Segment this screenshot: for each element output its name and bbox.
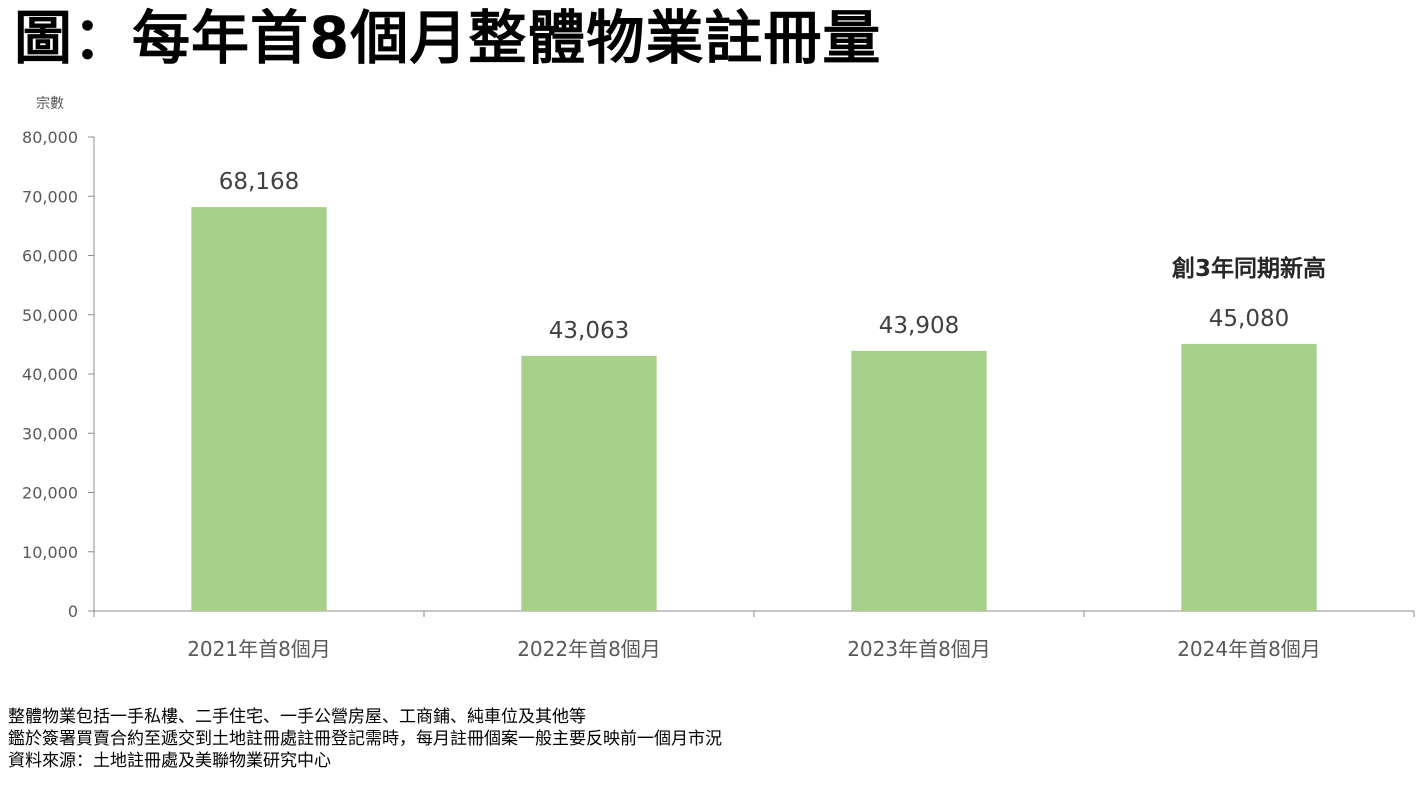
y-tick-label: 70,000 bbox=[22, 187, 78, 206]
data-label: 45,080 bbox=[1209, 306, 1289, 332]
bar bbox=[191, 207, 327, 611]
y-tick-label: 50,000 bbox=[22, 306, 78, 325]
x-tick-label: 2022年首8個月 bbox=[517, 637, 661, 661]
y-tick-label: 40,000 bbox=[22, 365, 78, 384]
y-tick-label: 60,000 bbox=[22, 247, 78, 266]
annotation-label: 創3年同期新高 bbox=[1172, 255, 1326, 282]
bar bbox=[851, 350, 987, 611]
data-label: 68,168 bbox=[219, 169, 299, 195]
footnote-line: 資料來源：土地註冊處及美聯物業研究中心 bbox=[8, 751, 331, 771]
bar-chart: 宗數 0 10,000 20,000 30,000 40,000 50,000 60,000… bbox=[22, 96, 1415, 661]
y-tick-label: 30,000 bbox=[22, 424, 78, 443]
y-axis-label: 宗數 bbox=[36, 96, 64, 112]
y-tick-label: 80,000 bbox=[22, 128, 78, 147]
data-label: 43,063 bbox=[549, 318, 629, 344]
x-tick-label: 2024年首8個月 bbox=[1177, 637, 1321, 661]
footnote-line: 整體物業包括一手私樓、二手住宅、一手公營房屋、工商鋪、純車位及其他等 bbox=[8, 707, 586, 727]
y-tick-label: 20,000 bbox=[22, 484, 78, 503]
bar bbox=[521, 355, 657, 611]
y-tick-label: 0 bbox=[68, 602, 78, 621]
bars: 68,168 43,063 43,908 45,080 bbox=[191, 169, 1317, 611]
x-axis: 2021年首8個月 2022年首8個月 2023年首8個月 2024年首8個月 bbox=[93, 610, 1415, 661]
data-label: 43,908 bbox=[879, 313, 959, 339]
bar bbox=[1181, 343, 1317, 611]
x-tick-label: 2023年首8個月 bbox=[847, 637, 991, 661]
x-tick-label: 2021年首8個月 bbox=[187, 637, 331, 661]
page-title: 圖：每年首8個月整體物業註冊量 bbox=[14, 4, 882, 72]
footnotes: 整體物業包括一手私樓、二手住宅、一手公營房屋、工商鋪、純車位及其他等 鑑於簽署買… bbox=[8, 706, 722, 772]
footnote-line: 鑑於簽署買賣合約至遞交到土地註冊處註冊登記需時，每月註冊個案一般主要反映前一個月… bbox=[8, 729, 722, 749]
y-axis: 0 10,000 20,000 30,000 40,000 50,000 60,000 70,… bbox=[22, 128, 95, 621]
y-tick-label: 10,000 bbox=[22, 543, 78, 562]
